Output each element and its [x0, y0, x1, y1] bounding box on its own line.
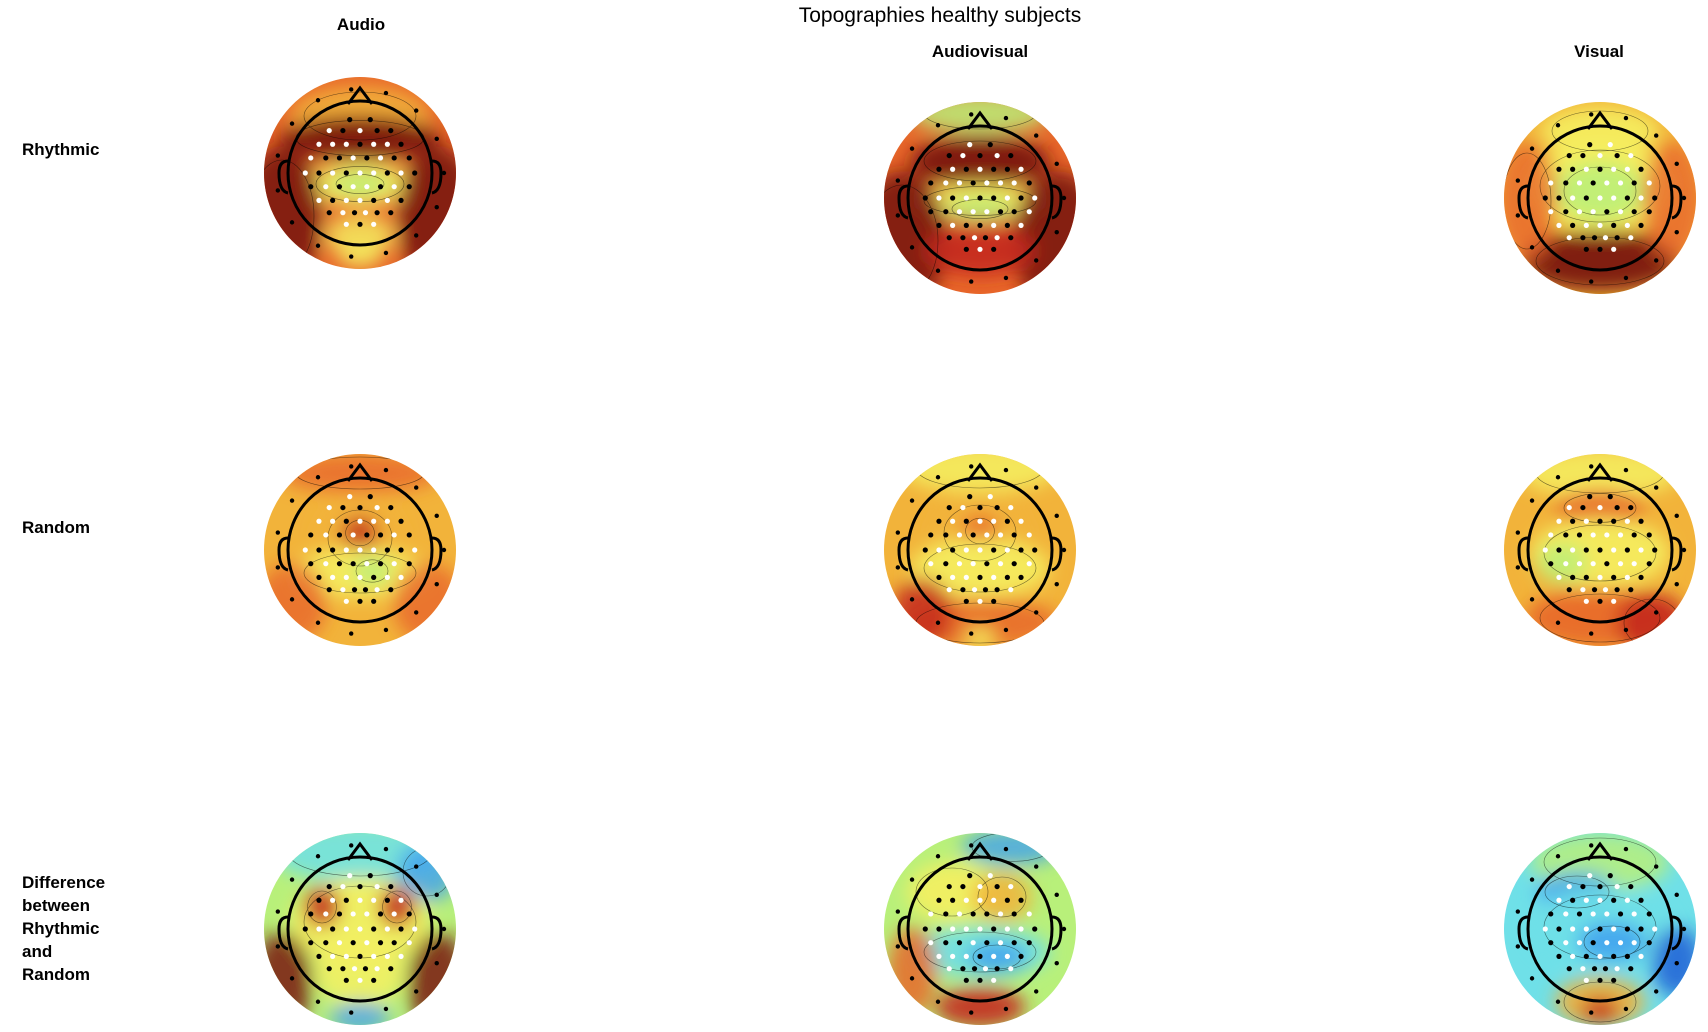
head-outline — [277, 85, 443, 247]
row-label-random: Random — [22, 516, 132, 539]
column-label-audiovisual: Audiovisual — [931, 42, 1029, 61]
head-outline — [277, 841, 443, 1003]
head-outline — [897, 841, 1063, 1003]
topomap-visual-rhythmic — [1504, 102, 1696, 294]
row-label-line: between — [22, 896, 91, 915]
head-outline — [897, 462, 1063, 624]
head-outline — [1517, 462, 1683, 624]
head-outline — [1517, 841, 1683, 1003]
row-label-difference: Difference between Rhythmic and Random — [22, 871, 132, 986]
row-label-rhythmic: Rhythmic — [22, 138, 132, 161]
electrode-layout — [895, 464, 1067, 636]
figure-title: Topographies healthy subjects — [798, 4, 1082, 27]
topomap-audio-difference — [264, 833, 456, 1025]
topomap-visual-difference — [1504, 833, 1696, 1025]
head-outline — [277, 462, 443, 624]
row-label-line: Difference — [22, 873, 106, 892]
electrode-layout — [1515, 464, 1687, 636]
head-outline — [897, 110, 1063, 272]
topomap-audiovisual-difference — [884, 833, 1076, 1025]
row-label-line: Random — [22, 965, 90, 984]
topomap-audiovisual-random — [884, 454, 1076, 646]
column-label-audio: Audio — [336, 15, 386, 34]
electrode-layout — [275, 87, 447, 259]
electrode-layout — [895, 843, 1067, 1015]
row-label-line: Random — [22, 518, 90, 537]
topomap-visual-random — [1504, 454, 1696, 646]
electrode-layout — [1515, 112, 1687, 284]
column-label-visual: Visual — [1574, 42, 1624, 61]
heatmap-surface — [1504, 102, 1696, 294]
electrode-layout — [1515, 843, 1687, 1015]
topomap-audio-random — [264, 454, 456, 646]
electrode-layout — [275, 464, 447, 636]
row-label-line: and — [22, 942, 53, 961]
electrode-layout — [275, 843, 447, 1015]
row-label-line: Rhythmic — [22, 140, 100, 159]
topomap-audio-rhythmic — [264, 77, 456, 269]
heatmap-surface — [264, 77, 456, 269]
topomap-audiovisual-rhythmic — [884, 102, 1076, 294]
electrode-layout — [895, 112, 1067, 284]
heatmap-surface — [884, 454, 1076, 646]
head-outline — [1517, 110, 1683, 272]
row-label-line: Rhythmic — [22, 919, 100, 938]
